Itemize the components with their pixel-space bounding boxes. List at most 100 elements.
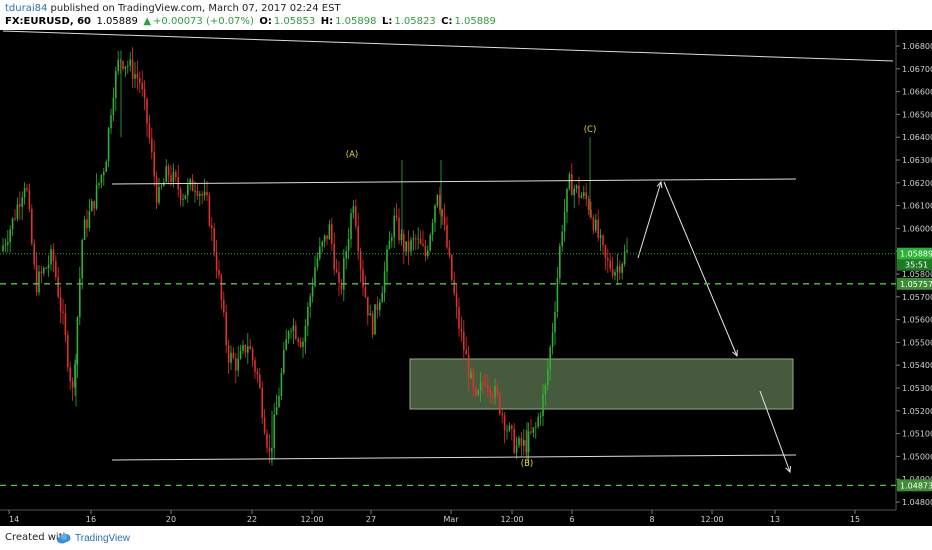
candle-body <box>578 185 580 198</box>
candle-body <box>295 325 297 339</box>
candle-body <box>321 241 323 247</box>
candle-body <box>309 296 311 307</box>
price-tick-label: 1.06200 <box>902 179 932 188</box>
candle-body <box>153 152 155 177</box>
cloud-icon <box>57 533 71 543</box>
price-tick-label: 1.05200 <box>902 407 932 416</box>
candle-body <box>472 371 475 388</box>
candle-body <box>403 233 405 252</box>
header: tdurai84 published on TradingView.com, M… <box>0 0 932 30</box>
candle-body <box>355 206 357 227</box>
candle-body <box>38 271 40 293</box>
chart-area[interactable]: 1.06800 1.06700 1.06600 1.06500 1.06400 1.063… <box>0 30 932 526</box>
projection-arrow-up[interactable] <box>637 181 662 259</box>
candle-body <box>388 240 391 250</box>
candle-body <box>590 209 592 218</box>
candle-body <box>28 189 31 209</box>
candle-body <box>14 218 16 220</box>
candle-body <box>131 59 134 79</box>
candle-body <box>530 431 532 433</box>
candle-body <box>129 59 131 66</box>
candle-body <box>566 188 568 212</box>
candle-body <box>511 425 513 429</box>
candle-body <box>393 215 395 238</box>
price-tick-label: 1.05400 <box>902 361 932 370</box>
candle-body <box>611 268 614 276</box>
candle-body <box>79 278 81 318</box>
candle-body <box>136 74 139 79</box>
zone-box[interactable] <box>409 358 794 410</box>
candle-body <box>112 97 115 116</box>
candle-body <box>230 352 232 363</box>
candle-body <box>103 171 105 175</box>
candle-body <box>304 326 307 342</box>
price-tick-label: 1.06600 <box>902 88 932 97</box>
candle-body <box>496 386 499 394</box>
candle-body <box>239 350 242 359</box>
candle-body <box>547 369 549 385</box>
candle-body <box>551 332 554 348</box>
published-text: published on TradingView.com, March 07, … <box>50 3 341 14</box>
candle-body <box>525 440 527 453</box>
candle-body <box>16 204 19 219</box>
candle-body <box>117 59 119 72</box>
descending-trend-line[interactable] <box>2 30 894 62</box>
candle-body <box>263 417 266 434</box>
support-line[interactable] <box>111 454 797 461</box>
high-value: 1.05898 <box>335 16 377 27</box>
projection-arrow-down[interactable] <box>663 181 738 357</box>
candle-body <box>110 115 112 129</box>
candle-body <box>323 235 326 242</box>
candle-body <box>201 193 203 196</box>
candle-body <box>506 430 508 432</box>
tradingview-brand: TradingView <box>75 532 131 544</box>
candle-body <box>187 184 189 196</box>
candle-body <box>479 383 482 391</box>
author-link[interactable]: tdurai84 <box>5 3 48 14</box>
price-tick-label: 1.05100 <box>902 430 932 439</box>
resistance-line[interactable] <box>111 178 797 185</box>
candle-body <box>124 66 127 69</box>
candle-body <box>604 245 607 259</box>
projection-arrow-down-head <box>732 349 738 358</box>
candle-body <box>395 215 398 218</box>
candle-body <box>563 211 566 232</box>
candle-body <box>575 185 578 189</box>
candle-body <box>199 193 201 196</box>
chart-canvas[interactable]: 1.06800 1.06700 1.06600 1.06500 1.06400 1.063… <box>0 30 932 526</box>
candle-body <box>331 224 333 244</box>
candle-body <box>458 306 460 329</box>
candle-body <box>242 344 244 351</box>
candle-body <box>376 304 379 311</box>
price-tick-label: 1.06500 <box>902 110 932 119</box>
candle-body <box>100 174 103 184</box>
candle-body <box>508 425 511 431</box>
candle-body <box>275 407 278 415</box>
candle-body <box>259 374 261 388</box>
candle-body <box>223 299 225 313</box>
candle-body <box>31 208 33 244</box>
candle-body <box>141 83 143 90</box>
candle-body <box>45 267 47 269</box>
candle-body <box>571 174 573 196</box>
high-label: H: <box>320 16 334 27</box>
time-tick-label: Mar <box>443 515 459 524</box>
candle-body <box>91 201 93 212</box>
candle-body <box>328 224 331 240</box>
candle-body <box>182 198 184 200</box>
candle-body <box>549 347 551 370</box>
candle-body <box>285 339 287 351</box>
candle-body <box>391 237 393 241</box>
candle-body <box>127 65 129 67</box>
projection-arrow-final[interactable] <box>759 390 791 473</box>
candle-body <box>160 186 163 187</box>
footer: Created with TradingView <box>0 526 932 550</box>
candle-body <box>165 166 167 183</box>
candle-body <box>64 312 67 335</box>
candle-body <box>249 346 251 349</box>
open-value: 1.05853 <box>273 16 316 27</box>
tradingview-logo[interactable]: TradingView <box>56 529 130 547</box>
candle-body <box>314 267 316 287</box>
candle-body <box>583 192 585 196</box>
lower-level-badge-bg <box>897 479 932 492</box>
